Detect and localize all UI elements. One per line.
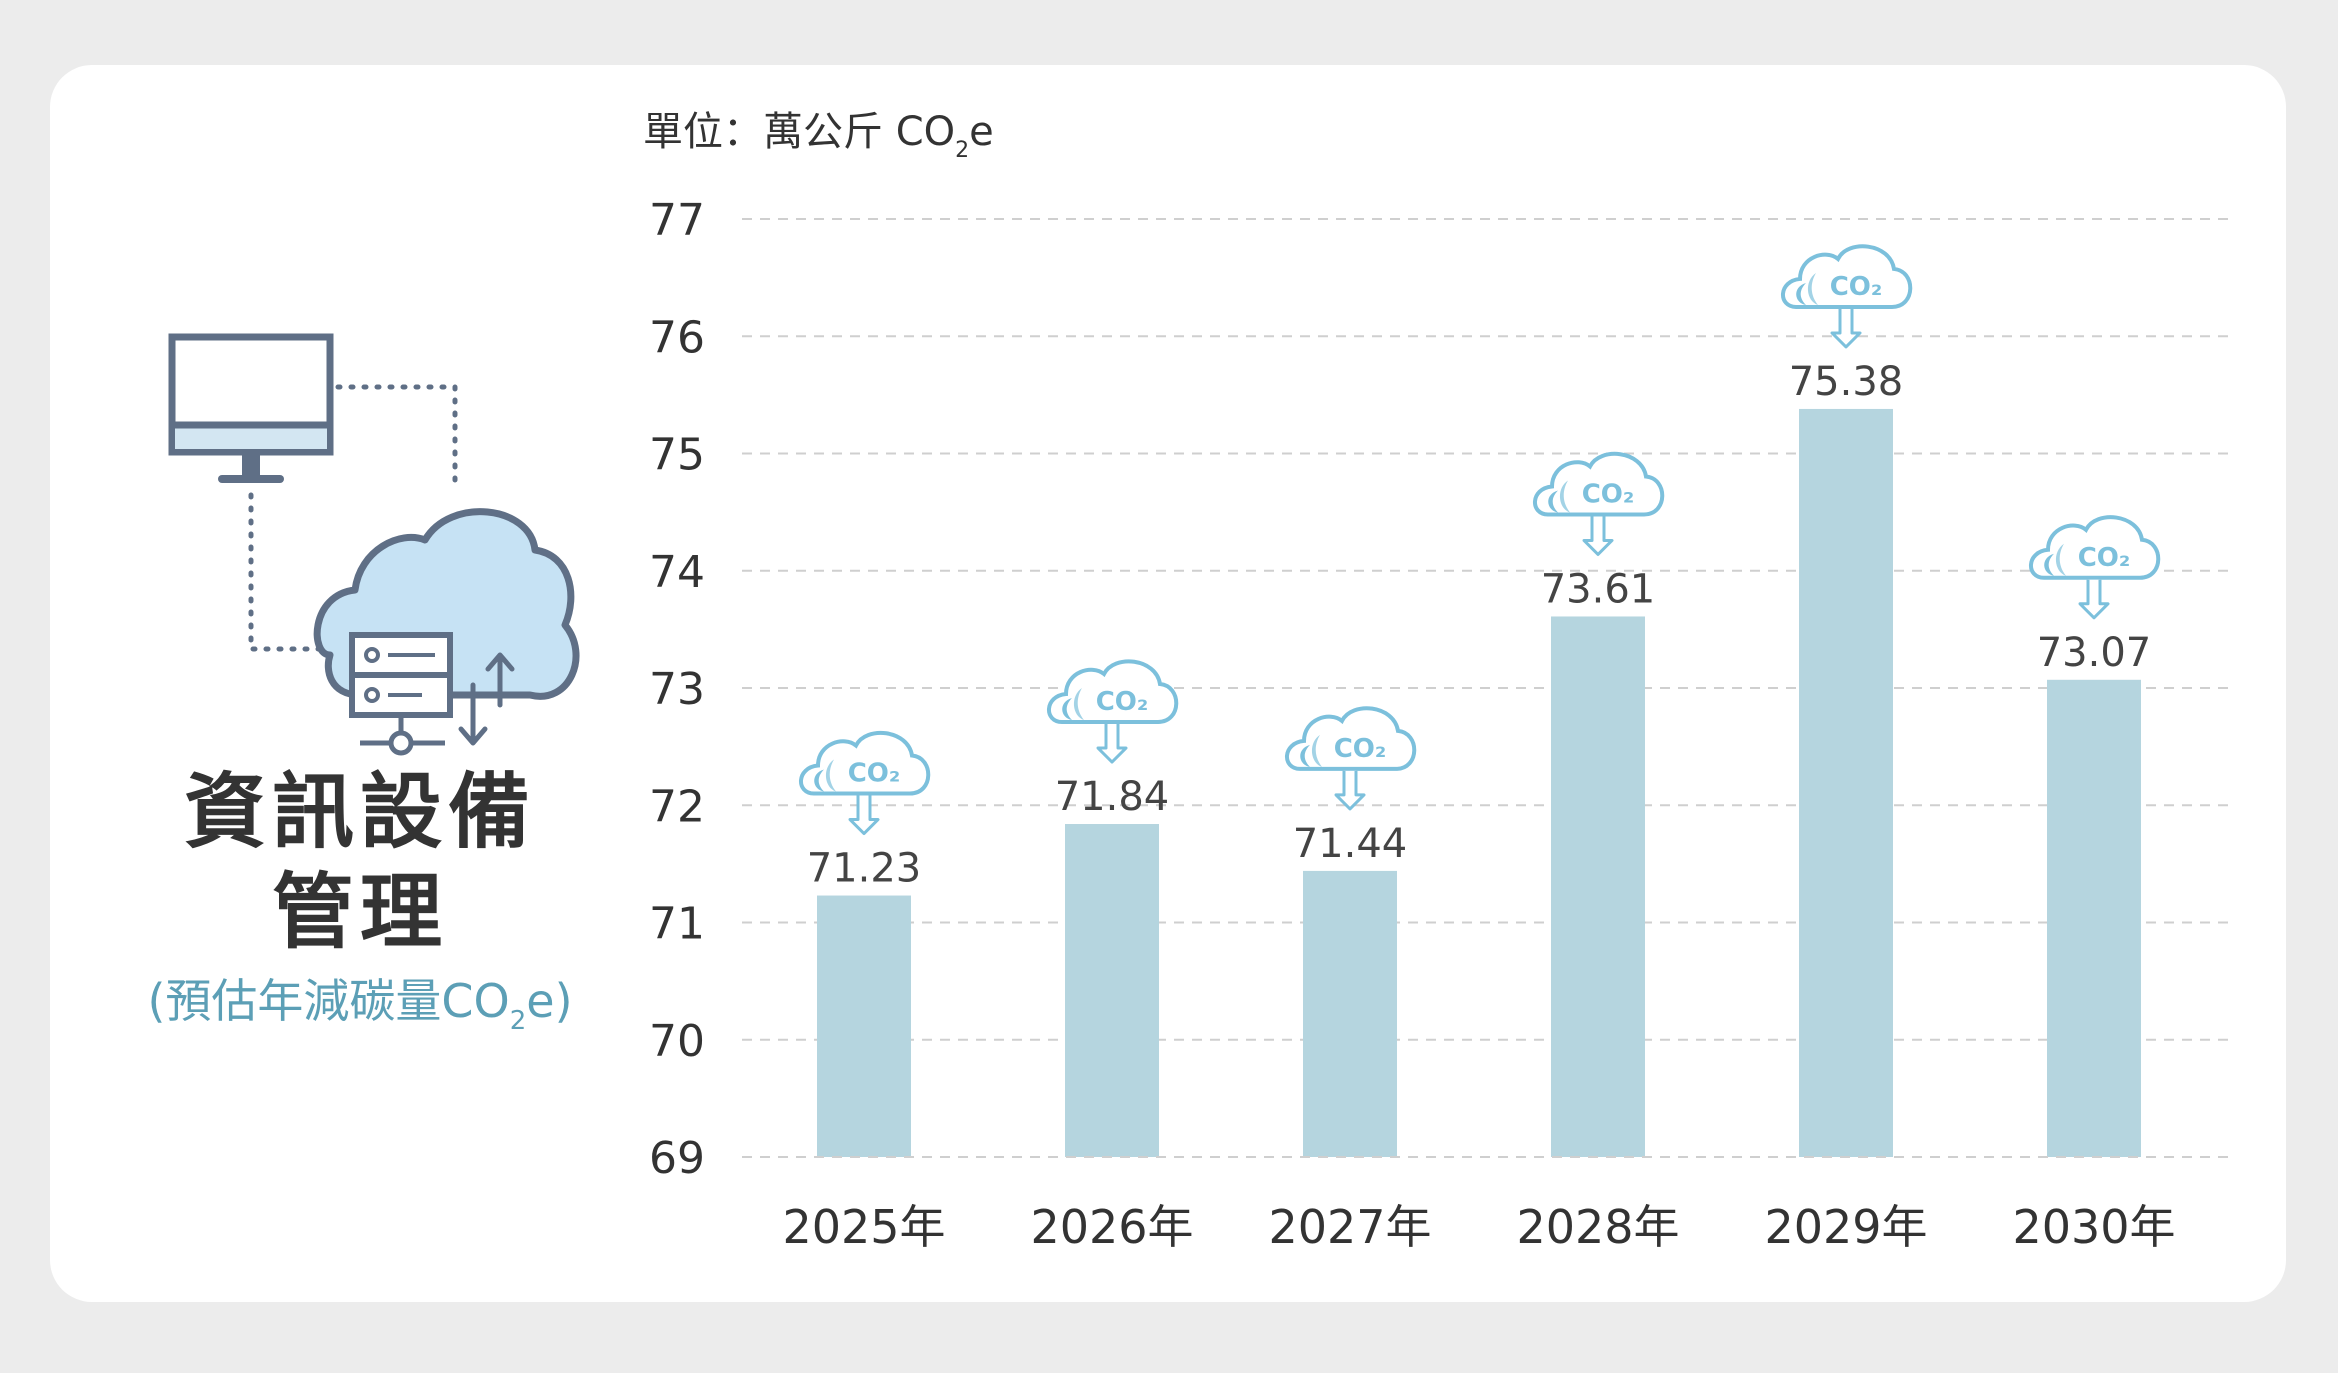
- bar-value-label: 71.44: [1293, 821, 1408, 867]
- bar-chart: 69 70 71 72 73 74 75 76 77 71.23 2025年 CO₂ 71.84 2026…: [649, 195, 2230, 1254]
- y-tick-label: 76: [649, 312, 705, 363]
- subtitle-subscript: 2: [509, 1006, 527, 1036]
- x-tick-label: 2030年: [2012, 1200, 2175, 1254]
- co2-cloud-icon: CO₂: [799, 730, 931, 836]
- subtitle-suffix: e): [526, 974, 573, 1028]
- bar-value-label: 73.61: [1541, 566, 1656, 612]
- unit-label-subscript: 2: [955, 138, 970, 163]
- bar-value-label: 71.23: [807, 846, 922, 892]
- y-tick-label: 70: [649, 1016, 705, 1067]
- unit-label: 單位：萬公斤 CO2e: [643, 99, 994, 163]
- svg-text:CO₂: CO₂: [1830, 272, 1883, 302]
- x-tick-label: 2025年: [782, 1200, 945, 1254]
- page-title-line2: 管理: [271, 865, 448, 960]
- svg-text:CO₂: CO₂: [1582, 479, 1635, 509]
- bar: [1065, 824, 1159, 1157]
- bar: [1799, 408, 1893, 1157]
- y-tick-label: 71: [649, 899, 705, 950]
- bar-value-label: 73.07: [2037, 630, 2152, 676]
- computer-cloud-server-icon: [168, 333, 580, 756]
- bar: [2047, 679, 2141, 1157]
- subtitle-prefix: (預估年減碳量CO: [147, 974, 510, 1028]
- svg-text:CO₂: CO₂: [1334, 734, 1387, 764]
- co2-cloud-icon: CO₂: [1285, 706, 1417, 811]
- y-tick-label: 69: [649, 1133, 705, 1184]
- svg-text:CO₂: CO₂: [1096, 687, 1149, 717]
- x-tick-label: 2026年: [1030, 1200, 1193, 1254]
- unit-label-suffix: e: [969, 109, 994, 155]
- y-tick-label: 77: [649, 195, 705, 246]
- y-tick-label: 73: [649, 664, 705, 715]
- unit-label-prefix: 單位：萬公斤 CO: [643, 109, 956, 155]
- co2-cloud-icon: CO₂: [2029, 515, 2161, 620]
- co2-cloud-icon: CO₂: [1533, 451, 1665, 556]
- co2-cloud-icon: CO₂: [1781, 244, 1913, 349]
- page-title-line1: 資訊設備: [183, 765, 536, 860]
- y-tick-label: 74: [649, 547, 705, 598]
- left-panel: 資訊設備 管理 (預估年減碳量CO2e): [50, 65, 670, 1302]
- svg-text:CO₂: CO₂: [848, 759, 901, 789]
- subtitle: (預估年減碳量CO2e): [50, 965, 670, 1036]
- co2-cloud-icon: CO₂: [1047, 659, 1179, 764]
- bar-value-label: 75.38: [1789, 359, 1904, 405]
- x-tick-label: 2028年: [1516, 1200, 1679, 1254]
- bar-value-label: 71.84: [1055, 774, 1170, 820]
- y-tick-label: 75: [649, 430, 705, 481]
- bar: [817, 895, 911, 1157]
- bar: [1303, 870, 1397, 1157]
- x-tick-label: 2027年: [1268, 1200, 1431, 1254]
- svg-text:CO₂: CO₂: [2078, 543, 2131, 573]
- bar: [1551, 616, 1645, 1157]
- chart-card: 資訊設備 管理 (預估年減碳量CO2e) 單位：萬公斤 CO2e 69 70 71 7…: [50, 65, 2286, 1302]
- x-tick-label: 2029年: [1764, 1200, 1927, 1254]
- y-tick-label: 72: [649, 781, 705, 832]
